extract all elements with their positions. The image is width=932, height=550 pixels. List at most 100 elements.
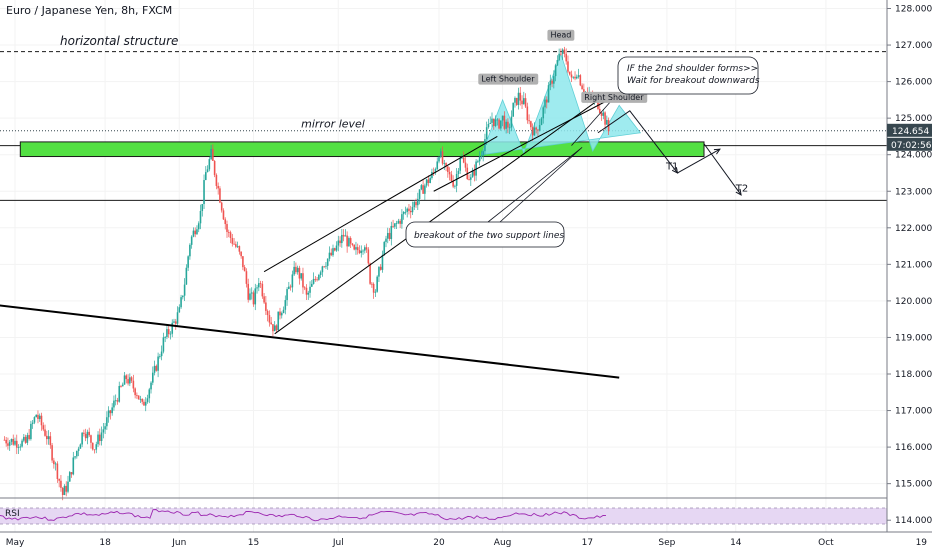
candle-body (482, 151, 484, 156)
price-tick-label: 125.000 (895, 114, 932, 124)
price-tick-label: 126.000 (895, 78, 932, 88)
candle-body (10, 438, 13, 442)
candle-body (65, 485, 68, 492)
price-axis[interactable] (887, 0, 932, 532)
candle-body (434, 169, 437, 173)
candle-body (386, 232, 389, 239)
candles (3, 46, 610, 501)
candle-body (53, 460, 55, 465)
candle-body (160, 351, 163, 357)
candle-body (560, 53, 562, 55)
candle-body (113, 400, 115, 408)
candle-body (457, 170, 460, 175)
candle-body (277, 311, 280, 331)
candle-body (183, 284, 186, 296)
candle-body (309, 286, 311, 293)
candle-body (273, 325, 276, 332)
label-left-shoulder: Left Shoulder (478, 73, 539, 85)
candle-body (153, 365, 156, 373)
candle-body (445, 163, 447, 167)
candle-body (144, 401, 147, 406)
candle-body (286, 289, 288, 301)
candle-body (19, 446, 22, 448)
callout-shoulder-box (617, 56, 759, 95)
candle-body (401, 214, 403, 224)
callout-shoulder-line1: IF the 2nd shoulder forms>> (627, 64, 758, 74)
candle-body (517, 92, 520, 105)
candle-body (512, 102, 514, 117)
candle-body (307, 292, 310, 295)
candle-body (439, 151, 442, 158)
candle-body (217, 185, 219, 189)
candle-body (107, 410, 110, 418)
candle-body (152, 372, 154, 383)
price-tick-label: 116.000 (895, 443, 932, 453)
candle-body (501, 115, 504, 121)
candle-body (432, 171, 435, 173)
candle-body (325, 265, 327, 267)
candle-body (58, 478, 60, 481)
candle-body (328, 252, 331, 259)
candle-body (335, 245, 338, 251)
candle-body (362, 250, 364, 252)
candle-body (30, 423, 32, 440)
candle-body (311, 283, 313, 287)
candle-body (519, 92, 522, 101)
projection-path (703, 143, 742, 196)
candle-body (316, 279, 318, 281)
trendline (263, 135, 498, 273)
candle-body (49, 436, 52, 446)
candle-body (38, 415, 41, 419)
candle-body (37, 414, 39, 419)
candle-body (3, 439, 6, 441)
candle-body (250, 292, 253, 294)
price-tick-label: 118.000 (895, 370, 932, 380)
time-axis[interactable] (0, 532, 932, 550)
candle-body (579, 75, 582, 86)
candle-body (318, 274, 320, 280)
candle-body (167, 329, 170, 335)
candle-body (222, 210, 225, 220)
candle-body (247, 283, 249, 300)
candle-body (604, 112, 606, 125)
candle-body (235, 244, 237, 247)
candle-body (70, 472, 73, 475)
candle-body (319, 272, 322, 275)
candle-body (553, 76, 555, 84)
candle-body (600, 112, 603, 116)
candle-body (330, 252, 333, 256)
candle-body (417, 198, 419, 206)
candle-body (492, 118, 495, 127)
candle-body (197, 223, 200, 230)
price-tick-label: 114.000 (895, 516, 932, 526)
candle-body (189, 244, 191, 257)
candle-body (397, 220, 400, 224)
candle-body (369, 263, 371, 284)
price-tick-label: 122.000 (895, 224, 932, 234)
candle-body (196, 229, 198, 235)
trendlines (0, 92, 620, 379)
candle-body (503, 115, 506, 129)
candle-body (450, 174, 453, 181)
candle-body (227, 231, 230, 233)
candle-body (408, 208, 410, 211)
candle-body (468, 179, 470, 180)
candle-body (8, 441, 11, 446)
candle-body (577, 75, 580, 77)
candle-body (561, 49, 564, 54)
candle-body (372, 283, 375, 293)
candle-body (40, 415, 43, 426)
candle-body (544, 99, 546, 108)
candle-body (429, 178, 431, 183)
candle-body (413, 201, 416, 208)
candle-body (150, 382, 152, 390)
candle-body (28, 435, 30, 440)
candle-body (60, 480, 62, 488)
candle-body (14, 440, 16, 445)
candle-body (162, 337, 165, 352)
candle-body (148, 389, 151, 399)
time-tick-label: 20 (433, 538, 445, 548)
candle-body (484, 139, 486, 152)
candle-body (558, 53, 560, 61)
